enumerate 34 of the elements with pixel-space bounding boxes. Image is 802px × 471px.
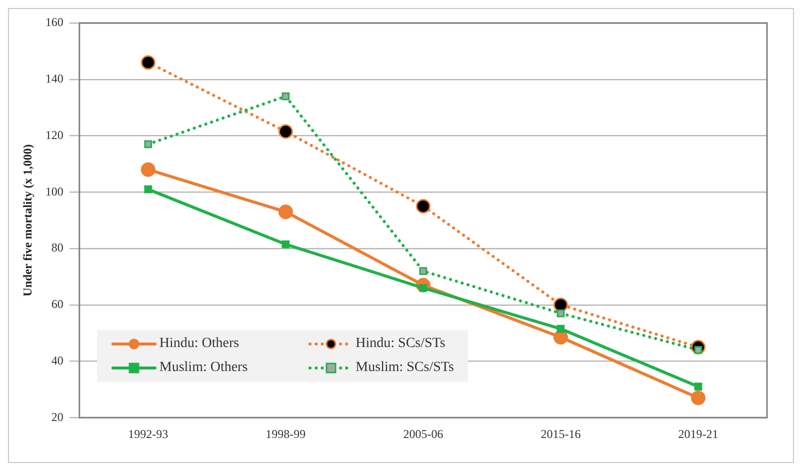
point: [556, 324, 565, 333]
point: [419, 267, 428, 275]
legend-label: Muslim: SCs/STs: [356, 360, 454, 376]
y-axis-title: Under five mortality (x 1,000): [20, 144, 34, 296]
x-tick-label: 2015-16: [540, 426, 581, 441]
x-tick-label: 2005-06: [403, 426, 444, 441]
point: [282, 240, 290, 248]
point: [694, 382, 702, 391]
point: [140, 55, 156, 70]
point: [144, 185, 152, 194]
point: [144, 140, 152, 148]
legend-label: Muslim: Others: [159, 360, 248, 376]
point: [416, 198, 430, 214]
legend-label: Hindu: SCs/STs: [356, 336, 446, 352]
y-tick-label: 80: [51, 240, 64, 255]
y-tick-label: 20: [51, 410, 64, 424]
point: [278, 124, 293, 139]
y-tick-label: 60: [51, 297, 64, 312]
point: [278, 204, 293, 220]
y-tick-label: 160: [45, 15, 64, 30]
legend-label: Hindu: Others: [159, 336, 240, 352]
point: [553, 298, 568, 312]
x-tick-label: 1998-99: [266, 426, 306, 441]
y-tick-label: 100: [45, 184, 64, 198]
y-tick-label: 40: [51, 353, 64, 368]
y-tick-label: 120: [45, 128, 64, 142]
point: [282, 92, 290, 100]
x-tick-label: 2019-21: [678, 426, 718, 441]
y-tick-label: 140: [45, 72, 64, 86]
point: [553, 330, 568, 345]
x-tick-label: 1992-93: [128, 426, 168, 441]
point: [690, 390, 706, 406]
point: [140, 162, 156, 177]
point: [556, 309, 565, 318]
